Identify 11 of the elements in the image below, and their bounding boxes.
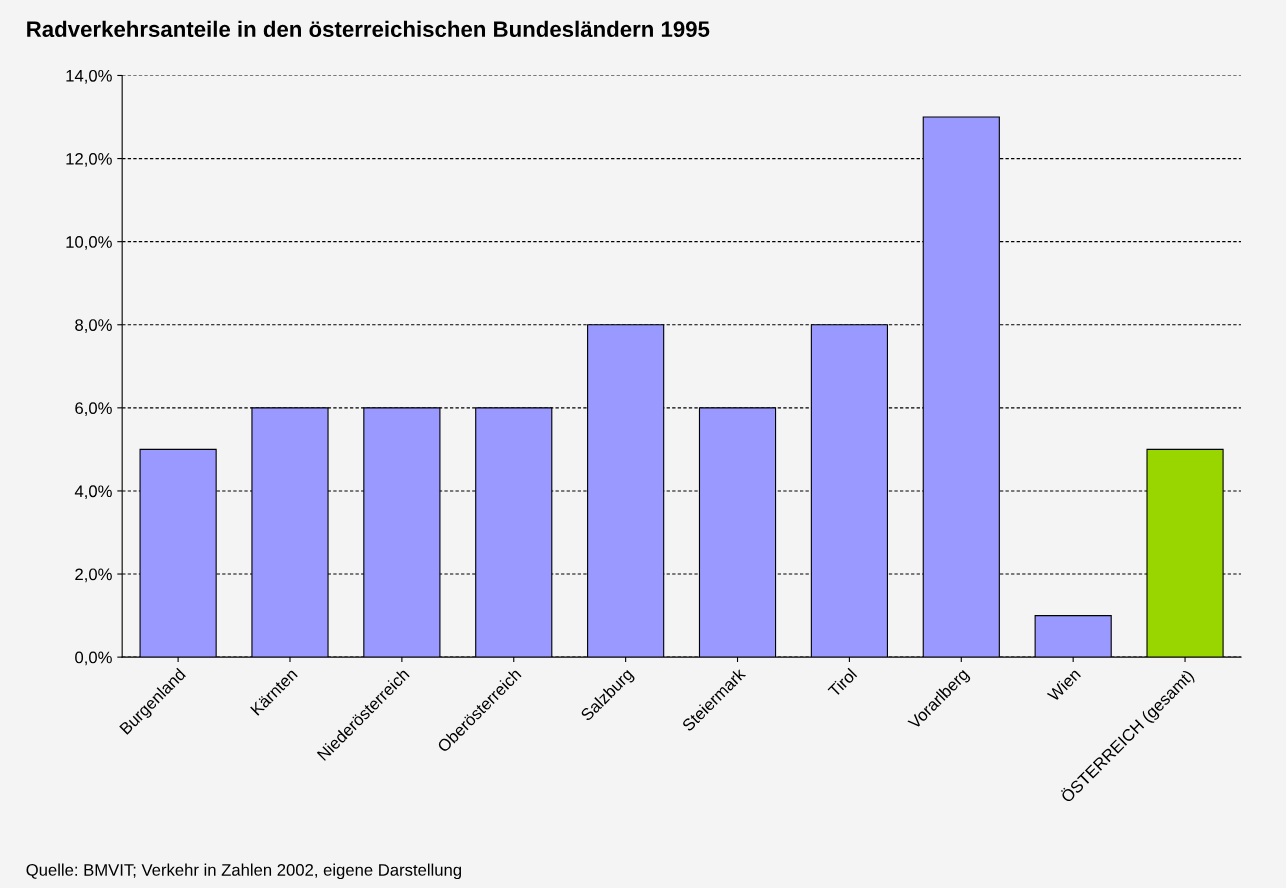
y-tick-label: 14,0% xyxy=(66,69,112,84)
source-note: Quelle: BMVIT; Verkehr in Zahlen 2002, eigene Darstellung xyxy=(26,863,461,880)
y-tick-label: 0,0% xyxy=(75,651,112,666)
y-tick-label: 8,0% xyxy=(75,319,112,333)
y-tick-label: 12,0% xyxy=(66,152,112,167)
x-tick-label: Tirol xyxy=(827,667,858,698)
y-tick-label: 2,0% xyxy=(75,568,112,583)
chart-title: Radverkehrsanteile in den österreichischen Bundesländern 1995 xyxy=(27,20,710,38)
y-tick-label: 4,0% xyxy=(74,485,112,500)
y-tick-label: 6,0% xyxy=(75,402,112,417)
y-tick-label: 10,0% xyxy=(66,236,112,250)
